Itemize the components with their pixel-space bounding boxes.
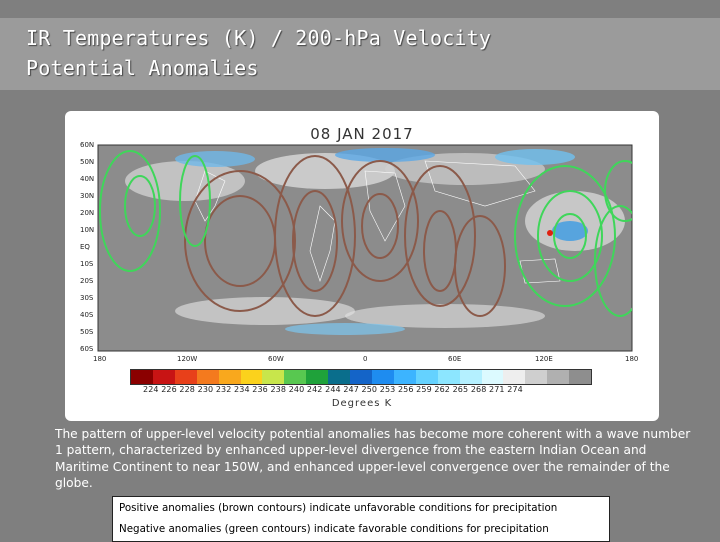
lon-label: 0 [363,355,368,363]
colorbar-swatch [328,370,351,384]
lon-label: 180 [93,355,107,363]
lon-label: 180 [625,355,639,363]
lat-label: 40S [80,311,94,319]
negative-contours [99,150,632,317]
slide-title-line-2: Potential Anomalies [26,56,259,80]
title-bar [0,18,720,90]
lat-label: 30N [80,192,95,200]
lat-label: 50N [80,158,95,166]
lat-label: 30S [80,294,94,302]
lon-label: 60E [448,355,462,363]
description-text: The pattern of upper-level velocity pote… [55,427,691,490]
colorbar-swatch [525,370,548,384]
colorbar-swatch [218,370,241,384]
lat-label: 10S [80,260,94,268]
cloud-field [125,148,625,335]
lat-label: 60S [80,345,94,353]
colorbar-axis-title: Degrees K [331,398,393,409]
positive-contours [184,155,506,317]
lat-label: 20N [80,209,95,217]
colorbar-swatch [262,370,285,384]
colorbar-swatch [284,370,307,384]
colorbar-swatch [437,370,460,384]
colorbar-swatch [481,370,504,384]
slide-title-line-1: IR Temperatures (K) / 200-hPa Velocity [26,26,492,50]
lat-label: 50S [80,328,94,336]
colorbar-labels: 224 226 228 230 232 234 236 238 240 242 … [143,385,523,394]
figure-card: 08 JAN 2017 [65,111,659,421]
lon-label: 60W [268,355,284,363]
anomaly-map [97,144,633,352]
colorbar-swatch [503,370,526,384]
figure-date: 08 JAN 2017 [310,125,414,143]
colorbar-swatch [306,370,329,384]
colorbar [130,369,592,385]
lon-label: 120W [177,355,198,363]
colorbar-swatch [569,370,592,384]
colorbar-swatch [240,370,263,384]
lat-label: EQ [80,243,90,251]
colorbar-swatch [393,370,416,384]
lon-label: 120E [535,355,553,363]
lat-label: 10N [80,226,95,234]
colorbar-swatch [415,370,438,384]
colorbar-swatch [152,370,175,384]
positive-anomaly-note: Positive anomalies (brown contours) indi… [119,502,558,514]
colorbar-swatch [350,370,372,384]
lat-label: 40N [80,175,95,183]
colorbar-swatch [196,370,219,384]
lat-label: 20S [80,277,94,285]
negative-anomaly-note: Negative anomalies (green contours) indi… [119,523,549,535]
colorbar-swatch [459,370,482,384]
colorbar-swatch [371,370,394,384]
legend-note-box: Positive anomalies (brown contours) indi… [112,496,610,542]
colorbar-swatch [547,370,570,384]
lat-label: 60N [80,141,95,149]
colorbar-swatch [131,370,153,384]
colorbar-swatch [174,370,197,384]
